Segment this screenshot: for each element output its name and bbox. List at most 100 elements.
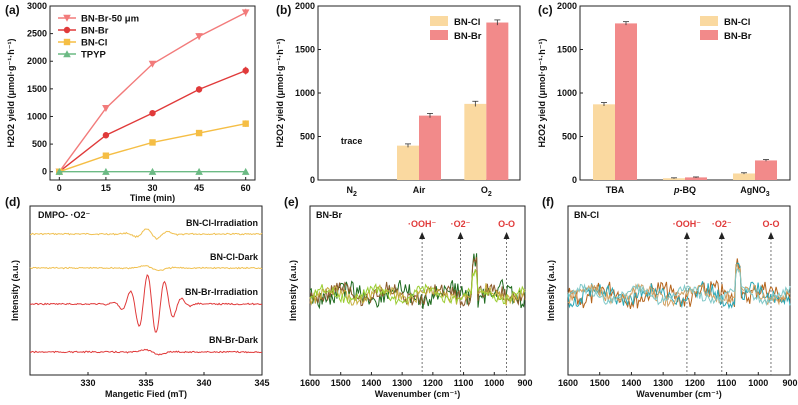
marker-label: O-O xyxy=(762,219,779,229)
x-tick-label: 1000 xyxy=(484,378,504,388)
spectrum-line xyxy=(567,262,791,310)
y-tick-label: 1500 xyxy=(557,45,577,55)
trace-label: BN-Cl-Dark xyxy=(210,252,259,262)
y-tick-label: 500 xyxy=(300,132,315,142)
x-tick-label: 15 xyxy=(101,183,111,193)
y-tick-label: 1500 xyxy=(295,45,315,55)
epr-trace xyxy=(29,348,263,356)
spectrum-line xyxy=(567,268,791,307)
x-tick-label: 1100 xyxy=(717,378,737,388)
marker-arrow xyxy=(683,232,690,239)
trace-label: BN-Br-Dark xyxy=(209,335,259,345)
y-tick-label: 0 xyxy=(310,175,315,185)
annotation-trace: trace xyxy=(341,136,363,146)
legend-label: BN-Br xyxy=(454,31,482,42)
panel-label-d: (d) xyxy=(5,195,20,209)
y-axis-label: H2O2 yield (μmol·g⁻¹·h⁻¹) xyxy=(6,38,16,147)
x-tick-label: 1200 xyxy=(685,378,705,388)
y-axis-label: H2O2 yield (μmol·g⁻¹·h⁻¹) xyxy=(275,38,285,147)
marker-arrow xyxy=(503,232,510,239)
data-point xyxy=(149,139,156,146)
spectrum-line xyxy=(567,264,791,308)
x-tick-label: 1600 xyxy=(300,378,320,388)
x-tick-label: TBA xyxy=(606,185,625,195)
trace-label: BN-Br-Irradiation xyxy=(185,287,258,297)
x-tick-label: 1400 xyxy=(361,378,381,388)
data-point xyxy=(102,104,110,112)
x-tick-label: 335 xyxy=(138,378,153,388)
chart-e: (e) BN-Br 1600 1500 1400 1300 1200 1100 1000 900 W… xyxy=(284,195,533,399)
data-point xyxy=(102,167,110,175)
chart-c: (c) 0 500 1000 1500 2000 H2O2 yield (μmol·g⁻¹·… xyxy=(537,1,791,198)
data-point xyxy=(195,33,203,41)
spectrum-line xyxy=(567,258,791,310)
spectrum-line xyxy=(309,268,526,307)
data-point xyxy=(149,109,156,117)
y-tick-label: 1000 xyxy=(557,88,577,98)
marker-arrow xyxy=(457,232,464,239)
bar xyxy=(397,145,419,180)
x-axis-label: Time (min) xyxy=(130,193,175,203)
legend-swatch xyxy=(430,16,448,26)
data-point xyxy=(102,152,110,159)
data-point xyxy=(195,167,203,175)
series-line xyxy=(59,122,246,173)
marker-arrow xyxy=(767,232,774,239)
panel-label-b: (b) xyxy=(276,3,291,17)
bar xyxy=(486,22,509,181)
legend-marker xyxy=(63,26,71,34)
spectrum-line xyxy=(309,269,526,306)
x-tick-label: 1500 xyxy=(590,378,610,388)
marker-label: ·OOH⁻ xyxy=(673,219,701,229)
x-tick-label: 1400 xyxy=(621,378,641,388)
legend-label: BN-Br-50 μm xyxy=(81,14,139,25)
legend-label: BN-Cl xyxy=(81,38,107,49)
legend-marker xyxy=(63,50,71,58)
y-tick-label: 0 xyxy=(572,175,577,185)
x-tick-label: 60 xyxy=(241,183,251,193)
x-tick-label: AgNO3 xyxy=(740,185,770,198)
x-axis-label: Mangetic Fied (mT) xyxy=(105,389,187,399)
x-tick-label: p-BQ xyxy=(673,185,696,195)
bar xyxy=(419,115,441,180)
series-line xyxy=(58,69,246,173)
panel-label-a: (a) xyxy=(5,3,20,17)
legend-swatch xyxy=(700,16,718,26)
axes-frame xyxy=(567,205,791,376)
legend-marker xyxy=(63,14,71,22)
marker-arrow xyxy=(419,232,426,239)
data-point xyxy=(241,9,250,17)
y-tick-label: 3000 xyxy=(27,1,47,11)
bar xyxy=(593,104,615,180)
data-point xyxy=(148,167,157,175)
epr-trace xyxy=(29,265,263,272)
data-point xyxy=(55,167,64,175)
legend-swatch xyxy=(700,30,718,40)
marker-label: ·O2⁻ xyxy=(451,219,471,229)
data-point xyxy=(148,60,157,68)
bar xyxy=(685,177,707,180)
y-tick-label: 1000 xyxy=(295,88,315,98)
x-tick-label: 45 xyxy=(194,183,204,193)
x-tick-label: 30 xyxy=(147,183,157,193)
panel-label-f: (f) xyxy=(542,195,554,209)
x-tick-label: 900 xyxy=(517,378,532,388)
data-point xyxy=(242,120,249,127)
data-point xyxy=(102,132,110,139)
epr-trace xyxy=(29,228,263,240)
x-tick-label: 1300 xyxy=(392,378,412,388)
data-point xyxy=(242,67,249,74)
data-point xyxy=(241,167,250,175)
y-axis-label: Intensity (a.u.) xyxy=(288,260,298,321)
y-tick-label: 2500 xyxy=(27,29,47,39)
x-tick-label: 1300 xyxy=(653,378,673,388)
x-tick-label: Air xyxy=(413,185,426,195)
x-tick-label: 1100 xyxy=(454,378,474,388)
x-tick-label: 1600 xyxy=(558,378,578,388)
x-tick-label: N2 xyxy=(346,185,357,198)
y-tick-label: 0 xyxy=(42,167,47,177)
bar xyxy=(733,173,755,180)
bar xyxy=(615,23,637,181)
y-axis-label: H2O2 yield (μmol·g⁻¹·h⁻¹) xyxy=(537,38,547,147)
y-tick-label: 1000 xyxy=(27,111,47,121)
